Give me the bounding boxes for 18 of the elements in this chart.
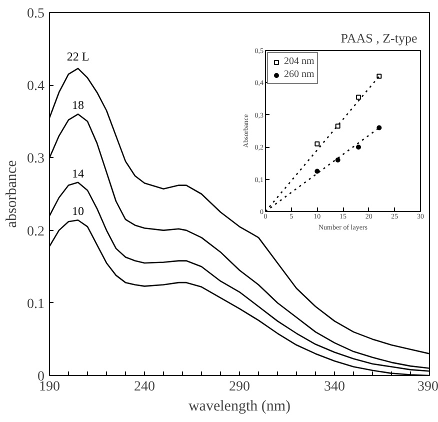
x-tick-label: 240: [134, 380, 155, 394]
x-tick-label: 390: [418, 380, 438, 394]
y-tick-label: 0.1: [27, 296, 44, 312]
y-tick-label: 0.2: [27, 224, 44, 240]
chart-title: PAAS , Z-type: [340, 30, 418, 46]
legend-label: 260 nm: [284, 69, 314, 80]
series-label: 22 L: [66, 49, 90, 64]
y-axis-title: absorbance: [4, 160, 20, 228]
y-tick-label: 0.3: [27, 152, 44, 167]
x-tick-label: 340: [324, 380, 345, 394]
x-tick-label: 190: [39, 380, 60, 394]
y-tick-label: 0.4: [27, 79, 44, 94]
y-tick-label: 0.5: [27, 6, 44, 22]
series-label: 18: [72, 98, 84, 112]
x-tick-label: 290: [229, 380, 250, 394]
series-label: 14: [72, 166, 84, 180]
legend-label: 204 nm: [284, 56, 314, 67]
x-axis-title: wavelength (nm): [188, 398, 291, 414]
